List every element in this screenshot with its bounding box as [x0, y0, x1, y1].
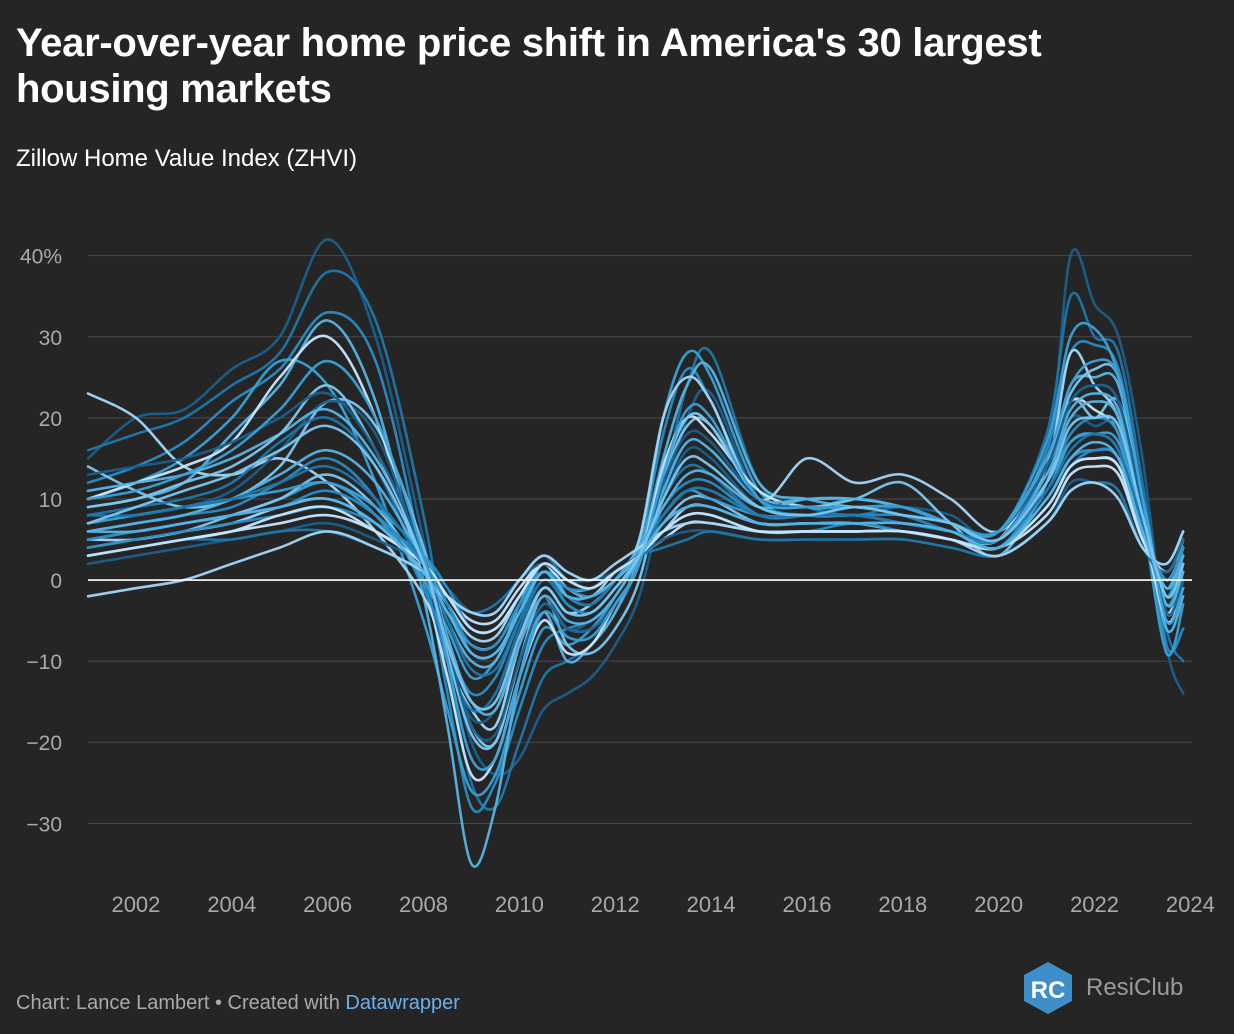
y-tick-label: −10 [26, 651, 62, 674]
chart-title: Year-over-year home price shift in Ameri… [16, 21, 1042, 111]
svg-text:RC: RC [1031, 977, 1066, 1004]
x-tick-label: 2004 [207, 892, 256, 917]
x-tick-label: 2022 [1070, 892, 1119, 917]
y-tick-label: 0 [50, 570, 62, 593]
credit-text: Chart: Lance Lambert • Created with [16, 992, 346, 1014]
datawrapper-link[interactable]: Datawrapper [345, 992, 460, 1014]
y-tick-label: 20 [39, 408, 62, 431]
x-tick-label: 2014 [687, 892, 736, 917]
x-tick-label: 2002 [111, 892, 160, 917]
x-tick-label: 2006 [303, 892, 352, 917]
series-line [86, 400, 1185, 669]
chart-credit: Chart: Lance Lambert • Created with Data… [16, 992, 460, 1015]
series-lines [86, 238, 1185, 868]
series-line [86, 481, 1185, 617]
x-tick-label: 2010 [495, 892, 544, 917]
x-tick-label: 2008 [399, 892, 448, 917]
x-axis-labels: 2002 2004 2006 2008 2010 2012 2014 2016 2018 2020… [111, 892, 1214, 917]
brand-name: ResiClub [1086, 974, 1184, 1001]
resiclub-brand: RC ResiClub [1020, 958, 1183, 1018]
series-line [86, 238, 1185, 777]
x-tick-label: 2016 [782, 892, 831, 917]
y-tick-label: 10 [39, 489, 62, 512]
y-axis-labels: 40% 30 20 10 0 −10 −20 −30 [20, 246, 62, 837]
y-tick-label: 30 [39, 327, 62, 350]
y-tick-label: 40% [20, 246, 62, 269]
y-tick-label: −30 [26, 813, 62, 836]
x-tick-label: 2018 [878, 892, 927, 917]
series-line [86, 348, 1185, 731]
series-line [86, 269, 1185, 811]
x-tick-label: 2020 [974, 892, 1023, 917]
x-tick-label: 2012 [591, 892, 640, 917]
series-line [86, 414, 1185, 711]
y-tick-label: −20 [26, 732, 62, 755]
resiclub-logo-icon: RC [1024, 962, 1072, 1014]
chart-subtitle: Zillow Home Value Index (ZHVI) [16, 145, 357, 172]
series-line [86, 358, 1185, 771]
x-tick-label: 2024 [1166, 892, 1215, 917]
